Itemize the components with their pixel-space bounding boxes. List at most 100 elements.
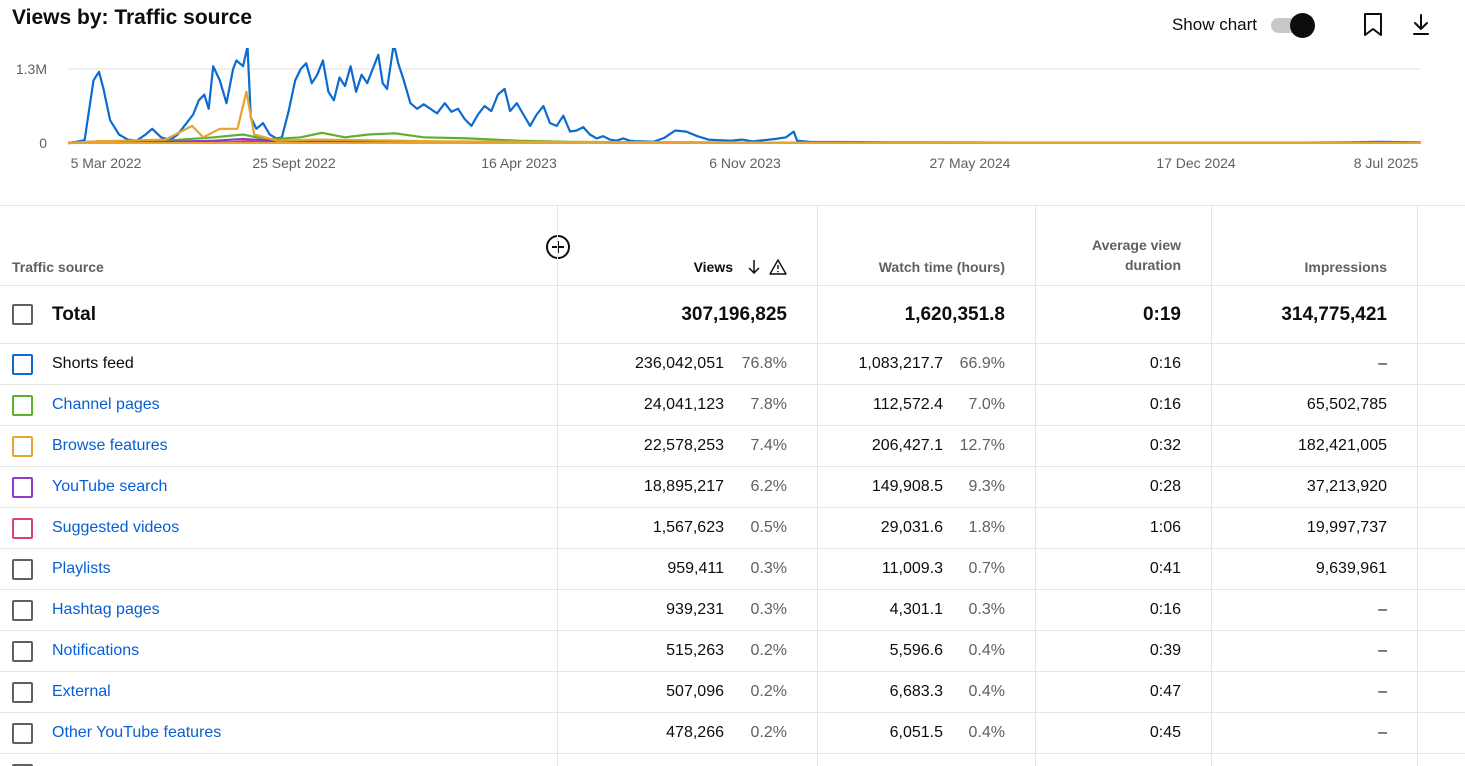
table-header-row: Traffic source Views Watch time (hours) …	[0, 206, 1465, 286]
column-divider	[557, 344, 558, 384]
download-icon[interactable]	[1407, 11, 1435, 39]
views-percent: 0.2%	[750, 683, 787, 700]
impressions-value: 65,502,785	[1306, 396, 1387, 413]
column-divider	[1417, 385, 1418, 425]
x-tick-label: 16 Apr 2023	[481, 155, 557, 171]
source-name[interactable]: Channel pages	[52, 396, 160, 413]
avg-duration-value: 0:28	[1149, 478, 1181, 495]
impressions-value: 19,997,737	[1306, 519, 1387, 536]
source-cell: YouTube search	[12, 467, 167, 507]
views-percent: 0.2%	[750, 724, 787, 741]
row-checkbox[interactable]	[12, 640, 33, 662]
views-value: 24,041,123	[643, 396, 724, 413]
avg-duration-value: 1:06	[1149, 519, 1181, 536]
table-row: Playlists 959,411 0.3% 11,009.3 0.7% 0:41 9,63…	[0, 549, 1465, 590]
column-divider	[1211, 344, 1212, 384]
views-value: 236,042,051	[635, 355, 724, 372]
watch-time-value: 112,572.4	[873, 396, 943, 413]
bookmark-icon[interactable]	[1359, 11, 1387, 39]
header-traffic-source[interactable]: Traffic source	[12, 206, 104, 285]
row-checkbox[interactable]	[12, 558, 33, 580]
header-watch-time-label: Watch time (hours)	[878, 259, 1005, 275]
series-line-shorts-feed	[67, 48, 1422, 145]
traffic-source-table: Traffic source Views Watch time (hours) …	[0, 205, 1465, 766]
impressions-value: 9,639,961	[1315, 560, 1387, 577]
column-divider	[1211, 590, 1212, 630]
source-name[interactable]: Suggested videos	[52, 519, 180, 536]
column-divider	[817, 206, 818, 285]
total-source-cell: Total	[12, 286, 96, 343]
column-divider	[557, 631, 558, 671]
add-metric-icon[interactable]	[545, 234, 571, 260]
column-divider	[817, 631, 818, 671]
source-cell: Other YouTube features	[12, 713, 221, 753]
source-name[interactable]: Playlists	[52, 560, 111, 577]
avg-duration-value: 0:16	[1149, 396, 1181, 413]
x-tick-label: 6 Nov 2023	[709, 155, 781, 171]
column-divider	[1417, 206, 1418, 285]
row-checkbox[interactable]	[12, 763, 33, 766]
show-chart-toggle[interactable]	[1269, 13, 1315, 38]
views-value: 939,231	[666, 601, 724, 618]
total-avg-duration: 0:19	[1142, 303, 1181, 325]
header-avg-line1: Average view	[1092, 237, 1181, 253]
watch-time-value: 6,683.3	[889, 683, 943, 700]
source-name[interactable]: Browse features	[52, 437, 168, 454]
views-percent: 0.5%	[750, 519, 787, 536]
row-checkbox[interactable]	[12, 681, 33, 703]
table-body: Shorts feed 236,042,051 76.8% 1,083,217.7 66…	[0, 344, 1465, 766]
column-divider	[1035, 508, 1036, 548]
total-watch-time: 1,620,351.8	[904, 303, 1005, 325]
column-divider	[1211, 206, 1212, 285]
watch-time-percent: 0.7%	[968, 560, 1005, 577]
sort-down-arrow-icon[interactable]	[747, 259, 761, 275]
column-divider	[1211, 631, 1212, 671]
column-divider	[1417, 713, 1418, 753]
column-divider	[1417, 549, 1418, 589]
row-checkbox[interactable]	[12, 476, 33, 498]
warning-icon[interactable]	[769, 259, 787, 275]
row-checkbox[interactable]	[12, 353, 33, 375]
column-divider	[557, 713, 558, 753]
header-views[interactable]: Views	[560, 206, 787, 285]
x-tick-label: 8 Jul 2025	[1354, 155, 1419, 171]
impressions-value: –	[1378, 724, 1387, 741]
column-divider	[817, 713, 818, 753]
y-tick-label: 0	[39, 135, 47, 151]
column-divider	[817, 385, 818, 425]
column-divider	[1417, 754, 1418, 766]
column-divider	[1211, 385, 1212, 425]
watch-time-value: 206,427.1	[871, 437, 943, 454]
column-divider	[1035, 426, 1036, 466]
row-checkbox[interactable]	[12, 517, 33, 539]
header-watch-time[interactable]: Watch time (hours)	[820, 206, 1005, 285]
views-percent: 0.3%	[750, 560, 787, 577]
show-chart-label: Show chart	[1171, 15, 1257, 34]
watch-time-percent: 66.9%	[959, 355, 1005, 372]
source-name[interactable]: YouTube search	[52, 478, 168, 495]
row-checkbox[interactable]	[12, 599, 33, 621]
column-divider	[1035, 713, 1036, 753]
source-name[interactable]: Hashtag pages	[52, 601, 160, 618]
source-name[interactable]: External	[52, 683, 111, 700]
column-divider	[817, 672, 818, 712]
table-row: Other YouTube features 478,266 0.2% 6,051.5…	[0, 713, 1465, 754]
views-chart: 1.3M 0 5 Mar 2022 25 Sept 2022 16 Apr 2023 6 …	[0, 40, 1465, 185]
header-avg-view-duration-label: Average view duration	[1092, 235, 1181, 275]
source-name[interactable]: Other YouTube features	[52, 724, 222, 741]
row-checkbox[interactable]	[12, 394, 33, 416]
source-cell: Channel pages	[12, 385, 160, 425]
header-impressions[interactable]: Impressions	[1214, 206, 1387, 285]
views-percent: 0.2%	[750, 642, 787, 659]
column-divider	[1035, 286, 1036, 343]
total-checkbox[interactable]	[12, 304, 33, 325]
row-checkbox[interactable]	[12, 435, 33, 457]
views-percent: 7.8%	[750, 396, 787, 413]
table-row: Suggested videos 1,567,623 0.5% 29,031.6 1.8…	[0, 508, 1465, 549]
source-name[interactable]: Notifications	[52, 642, 140, 659]
watch-time-percent: 0.4%	[968, 683, 1005, 700]
header-avg-view-duration[interactable]: Average view duration	[1038, 206, 1181, 285]
row-checkbox[interactable]	[12, 722, 33, 744]
column-divider	[557, 549, 558, 589]
column-divider	[1035, 590, 1036, 630]
